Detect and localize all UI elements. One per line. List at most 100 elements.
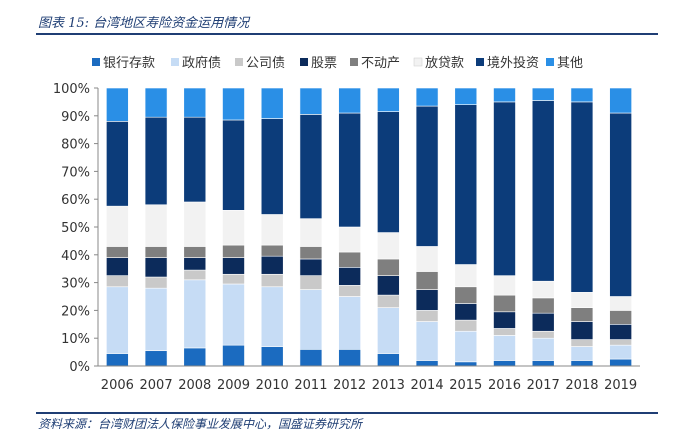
bar-segment-2009-s5 [222,210,245,246]
bar-segment-2010-s7 [260,87,284,119]
bar-segment-2018-s1 [570,346,594,361]
bar-segment-2017-s7 [531,87,555,101]
bar-segment-2011-s2 [299,275,323,290]
bar-segment-2008-s0 [183,347,207,367]
x-axis: 2006 2007 2008 2009 2010 2011 2012 2013 2014 2015… [98,365,640,393]
x-tick-label: 2012 [333,378,366,393]
x-tick-label: 2010 [256,378,289,393]
legend-swatch [235,58,243,66]
bar-segment-2008-s2 [183,269,207,281]
bar-segment-2019-s5 [609,296,632,311]
bar-segment-2007-s6 [144,116,168,206]
bar-segment-2011-s7 [299,87,323,115]
x-tick-label: 2014 [411,378,444,393]
bar-segment-2013-s2 [377,294,400,308]
figure-title: 图表 15: 台湾地区寿险资金运用情况 [38,16,250,31]
bar-segment-2014-s1 [415,321,439,361]
bar-segment-2015-s0 [454,361,478,367]
legend-swatch [476,58,484,66]
bar-segment-2011-s5 [299,218,323,247]
bar-segment-2017-s1 [531,337,555,361]
x-tick-label: 2008 [178,378,211,393]
bar-segment-2015-s7 [454,87,478,105]
bar-segment-2018-s5 [570,292,594,308]
legend-item-s3: 股票 [300,56,337,71]
bar-segment-2007-s4 [144,246,168,258]
bar-segment-2018-s2 [570,339,594,347]
bar-segment-2006-s5 [106,205,129,247]
bar-segment-2006-s6 [106,121,129,207]
bar-stack-2007 [144,87,168,367]
plot-area [106,87,632,367]
x-tick-label: 2007 [140,378,173,393]
bar-segment-2018-s7 [570,87,594,103]
bar-segment-2013-s7 [377,87,400,112]
bar-segment-2017-s3 [531,312,555,332]
bar-segment-2019-s2 [609,339,632,346]
bar-segment-2010-s0 [260,346,284,367]
y-tick-label: 10% [61,332,90,347]
bar-segment-2012-s5 [338,226,361,253]
bar-segment-2008-s7 [183,87,207,118]
bar-stack-2016 [493,87,516,367]
bar-segment-2013-s3 [377,275,400,296]
bar-stack-2012 [338,87,361,367]
bar-segment-2009-s4 [222,244,245,258]
y-tick-label: 70% [61,165,90,180]
bar-segment-2016-s4 [493,294,516,313]
bar-stack-2018 [570,87,594,367]
bar-segment-2015-s1 [454,330,478,363]
bar-segment-2012-s0 [338,349,361,367]
y-tick-label: 50% [61,221,90,236]
bar-segment-2017-s6 [531,100,555,282]
bar-segment-2006-s3 [106,257,129,276]
bar-segment-2014-s3 [415,289,439,311]
bar-segment-2016-s7 [493,87,516,103]
x-tick-label: 2019 [604,378,637,393]
bar-stack-2014 [415,87,439,367]
bar-segment-2018-s3 [570,321,594,340]
bar-segment-2007-s1 [144,287,168,352]
bar-stack-2006 [106,87,129,367]
bar-stack-2013 [377,87,400,367]
legend-label: 境外投资 [487,55,539,71]
legend-item-s6: 境外投资 [476,55,539,71]
y-tick-label: 60% [61,193,90,208]
bar-segment-2012-s4 [338,251,361,268]
y-tick-label: 40% [61,249,90,264]
legend-swatch [546,58,554,66]
bar-segment-2007-s3 [144,257,168,278]
legend-label: 银行存款 [103,56,155,71]
y-tick-label: 30% [61,277,90,292]
bar-segment-2013-s6 [377,111,400,233]
bar-segment-2010-s4 [260,244,284,257]
title-divider [36,33,658,35]
y-tick-label: 0% [69,360,90,375]
bar-segment-2009-s1 [222,283,245,346]
bar-segment-2019-s1 [609,344,632,360]
bar-segment-2009-s7 [222,87,245,121]
bar-segment-2011-s6 [299,114,323,219]
bar-segment-2016-s5 [493,275,516,296]
bar-segment-2017-s0 [531,360,555,367]
bar-segment-2008-s1 [183,279,207,349]
x-tick-label: 2009 [217,378,250,393]
legend-item-s7: 其他 [546,56,583,71]
y-axis: 0% 10% 20% 30% 40% 50% 60% 70% 80% 90% 100% [53,82,99,375]
bar-segment-2015-s4 [454,286,478,304]
bar-segment-2008-s5 [183,201,207,247]
bar-segment-2008-s3 [183,257,207,271]
bar-segment-2014-s4 [415,271,439,290]
bar-segment-2012-s2 [338,285,361,297]
bar-segment-2014-s7 [415,87,439,107]
bar-stack-2010 [260,87,284,367]
bar-stack-2008 [183,87,207,367]
bar-segment-2006-s7 [106,87,129,122]
y-tick-label: 100% [53,82,90,97]
bar-segment-2009-s6 [222,119,245,211]
y-tick-label: 20% [61,304,90,319]
bar-segment-2019-s3 [609,323,632,340]
x-tick-label: 2018 [565,378,598,393]
source-divider [36,412,658,414]
